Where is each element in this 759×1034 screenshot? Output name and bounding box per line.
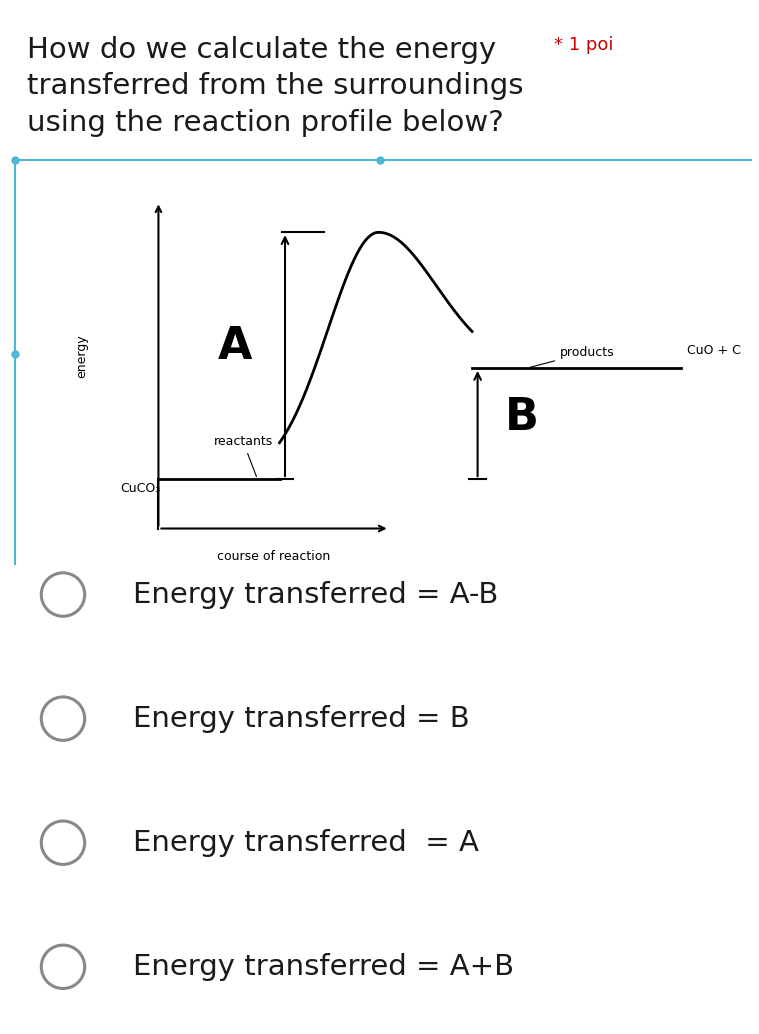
Text: energy: energy [75,334,88,377]
Text: How do we calculate the energy: How do we calculate the energy [27,36,496,64]
Text: CuO + C: CuO + C [687,344,741,357]
Text: Energy transferred  = A: Energy transferred = A [133,828,479,857]
Text: * 1 poi: * 1 poi [554,36,613,54]
Text: Energy transferred = B: Energy transferred = B [133,704,470,733]
Text: A: A [219,325,253,368]
Text: course of reaction: course of reaction [217,550,331,564]
Text: Energy transferred = A+B: Energy transferred = A+B [133,952,514,981]
Text: reactants: reactants [213,435,272,477]
Text: products: products [530,345,615,367]
Text: using the reaction profile below?: using the reaction profile below? [27,109,503,136]
Text: Energy transferred = A-B: Energy transferred = A-B [133,580,498,609]
Text: B: B [505,396,539,439]
Text: CuCO₃: CuCO₃ [120,482,160,495]
Text: transferred from the surroundings: transferred from the surroundings [27,72,523,100]
